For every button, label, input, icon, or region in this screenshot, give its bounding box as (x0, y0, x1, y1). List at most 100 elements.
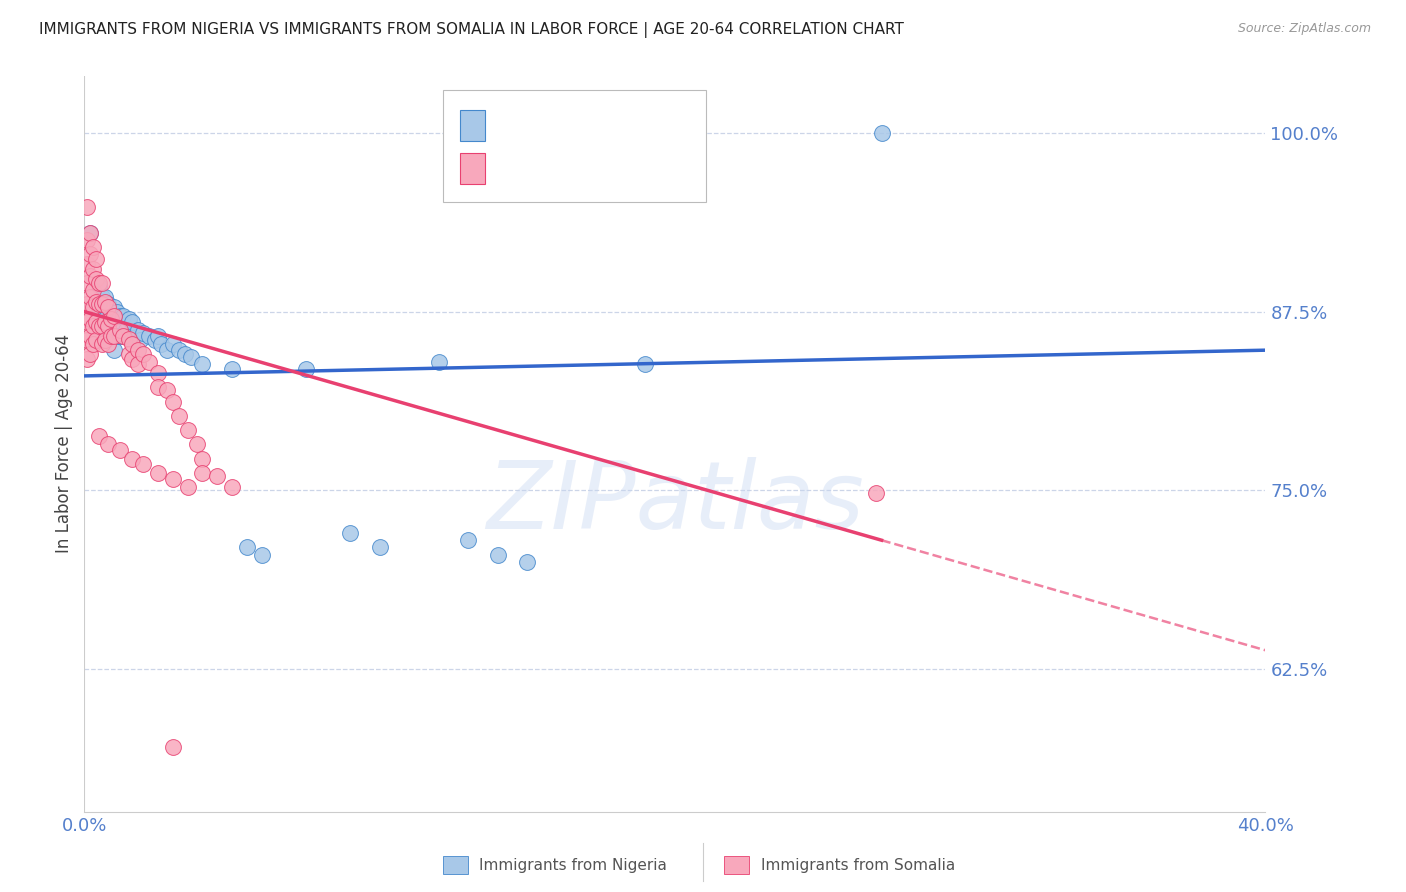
Point (132, 347, 155, 361)
Point (91, 276, 114, 290)
Point (97, 297, 120, 311)
Point (97, 337, 120, 351)
Point (162, 740, 184, 755)
Point (94, 290, 117, 304)
Point (108, 309, 131, 323)
Point (114, 323, 136, 337)
Point (87, 318, 111, 333)
Point (191, 358, 214, 372)
Point (368, 541, 391, 555)
Point (97, 437, 120, 451)
Point (97, 318, 120, 333)
Point (236, 541, 259, 555)
Text: N =: N = (575, 116, 621, 134)
Point (84, 294, 107, 309)
Text: Source: ZipAtlas.com: Source: ZipAtlas.com (1237, 22, 1371, 36)
Point (105, 304, 128, 318)
Point (132, 458, 155, 472)
Point (100, 304, 122, 318)
Point (76, 351, 98, 366)
Point (79, 347, 101, 361)
Text: 0.060: 0.060 (519, 116, 576, 134)
Point (84, 271, 107, 285)
Point (108, 329, 131, 343)
Point (87, 297, 111, 311)
Point (127, 343, 149, 358)
Point (97, 318, 120, 333)
Point (118, 329, 141, 343)
Point (111, 309, 134, 323)
Point (76, 233, 98, 247)
Point (177, 423, 200, 437)
Point (127, 323, 149, 337)
Point (100, 326, 122, 340)
Point (87, 278, 111, 293)
Point (177, 480, 200, 494)
Point (82, 337, 104, 351)
Point (191, 466, 214, 480)
Point (295, 361, 318, 376)
Point (121, 315, 143, 329)
Point (94, 333, 117, 347)
Point (150, 337, 173, 351)
Text: IMMIGRANTS FROM NIGERIA VS IMMIGRANTS FROM SOMALIA IN LABOR FORCE | AGE 20-64 CO: IMMIGRANTS FROM NIGERIA VS IMMIGRANTS FR… (39, 22, 904, 38)
Point (76, 200, 98, 214)
Point (132, 326, 155, 340)
Point (121, 333, 143, 347)
Text: Immigrants from Nigeria: Immigrants from Nigeria (479, 858, 668, 872)
Point (82, 318, 104, 333)
Point (162, 337, 184, 351)
Point (87, 429, 111, 443)
Point (100, 329, 122, 343)
Text: R =: R = (495, 160, 531, 178)
Point (221, 361, 243, 376)
Point (148, 466, 170, 480)
Point (103, 323, 125, 337)
Text: -0.435: -0.435 (519, 160, 578, 178)
Point (186, 437, 208, 451)
Point (84, 252, 107, 266)
Point (162, 394, 184, 409)
Point (82, 261, 104, 276)
Point (156, 343, 179, 358)
Point (94, 315, 117, 329)
Point (94, 311, 117, 326)
Point (79, 268, 101, 283)
Point (339, 526, 361, 541)
Point (121, 351, 143, 366)
Point (91, 333, 114, 347)
Point (103, 309, 125, 323)
Text: ZIPatlas: ZIPatlas (486, 457, 863, 549)
Point (118, 311, 141, 326)
Point (84, 315, 107, 329)
Point (180, 351, 202, 365)
Point (79, 247, 101, 261)
Point (486, 548, 509, 562)
Point (82, 301, 104, 315)
Point (87, 304, 111, 318)
Point (634, 358, 657, 372)
Point (121, 337, 143, 351)
Point (91, 290, 114, 304)
Point (84, 333, 107, 347)
Point (76, 333, 98, 347)
Point (173, 347, 195, 361)
Point (250, 548, 273, 562)
Point (207, 469, 229, 483)
Point (138, 329, 160, 343)
Point (84, 333, 107, 347)
Point (105, 329, 128, 343)
Point (162, 472, 184, 486)
Point (79, 226, 101, 240)
Point (79, 226, 101, 240)
Point (76, 276, 98, 290)
Point (82, 283, 104, 297)
Point (103, 329, 125, 343)
Point (138, 354, 160, 368)
Point (76, 257, 98, 271)
Point (108, 443, 131, 458)
Point (91, 318, 114, 333)
Point (103, 301, 125, 315)
Point (516, 555, 538, 569)
Point (870, 126, 893, 140)
